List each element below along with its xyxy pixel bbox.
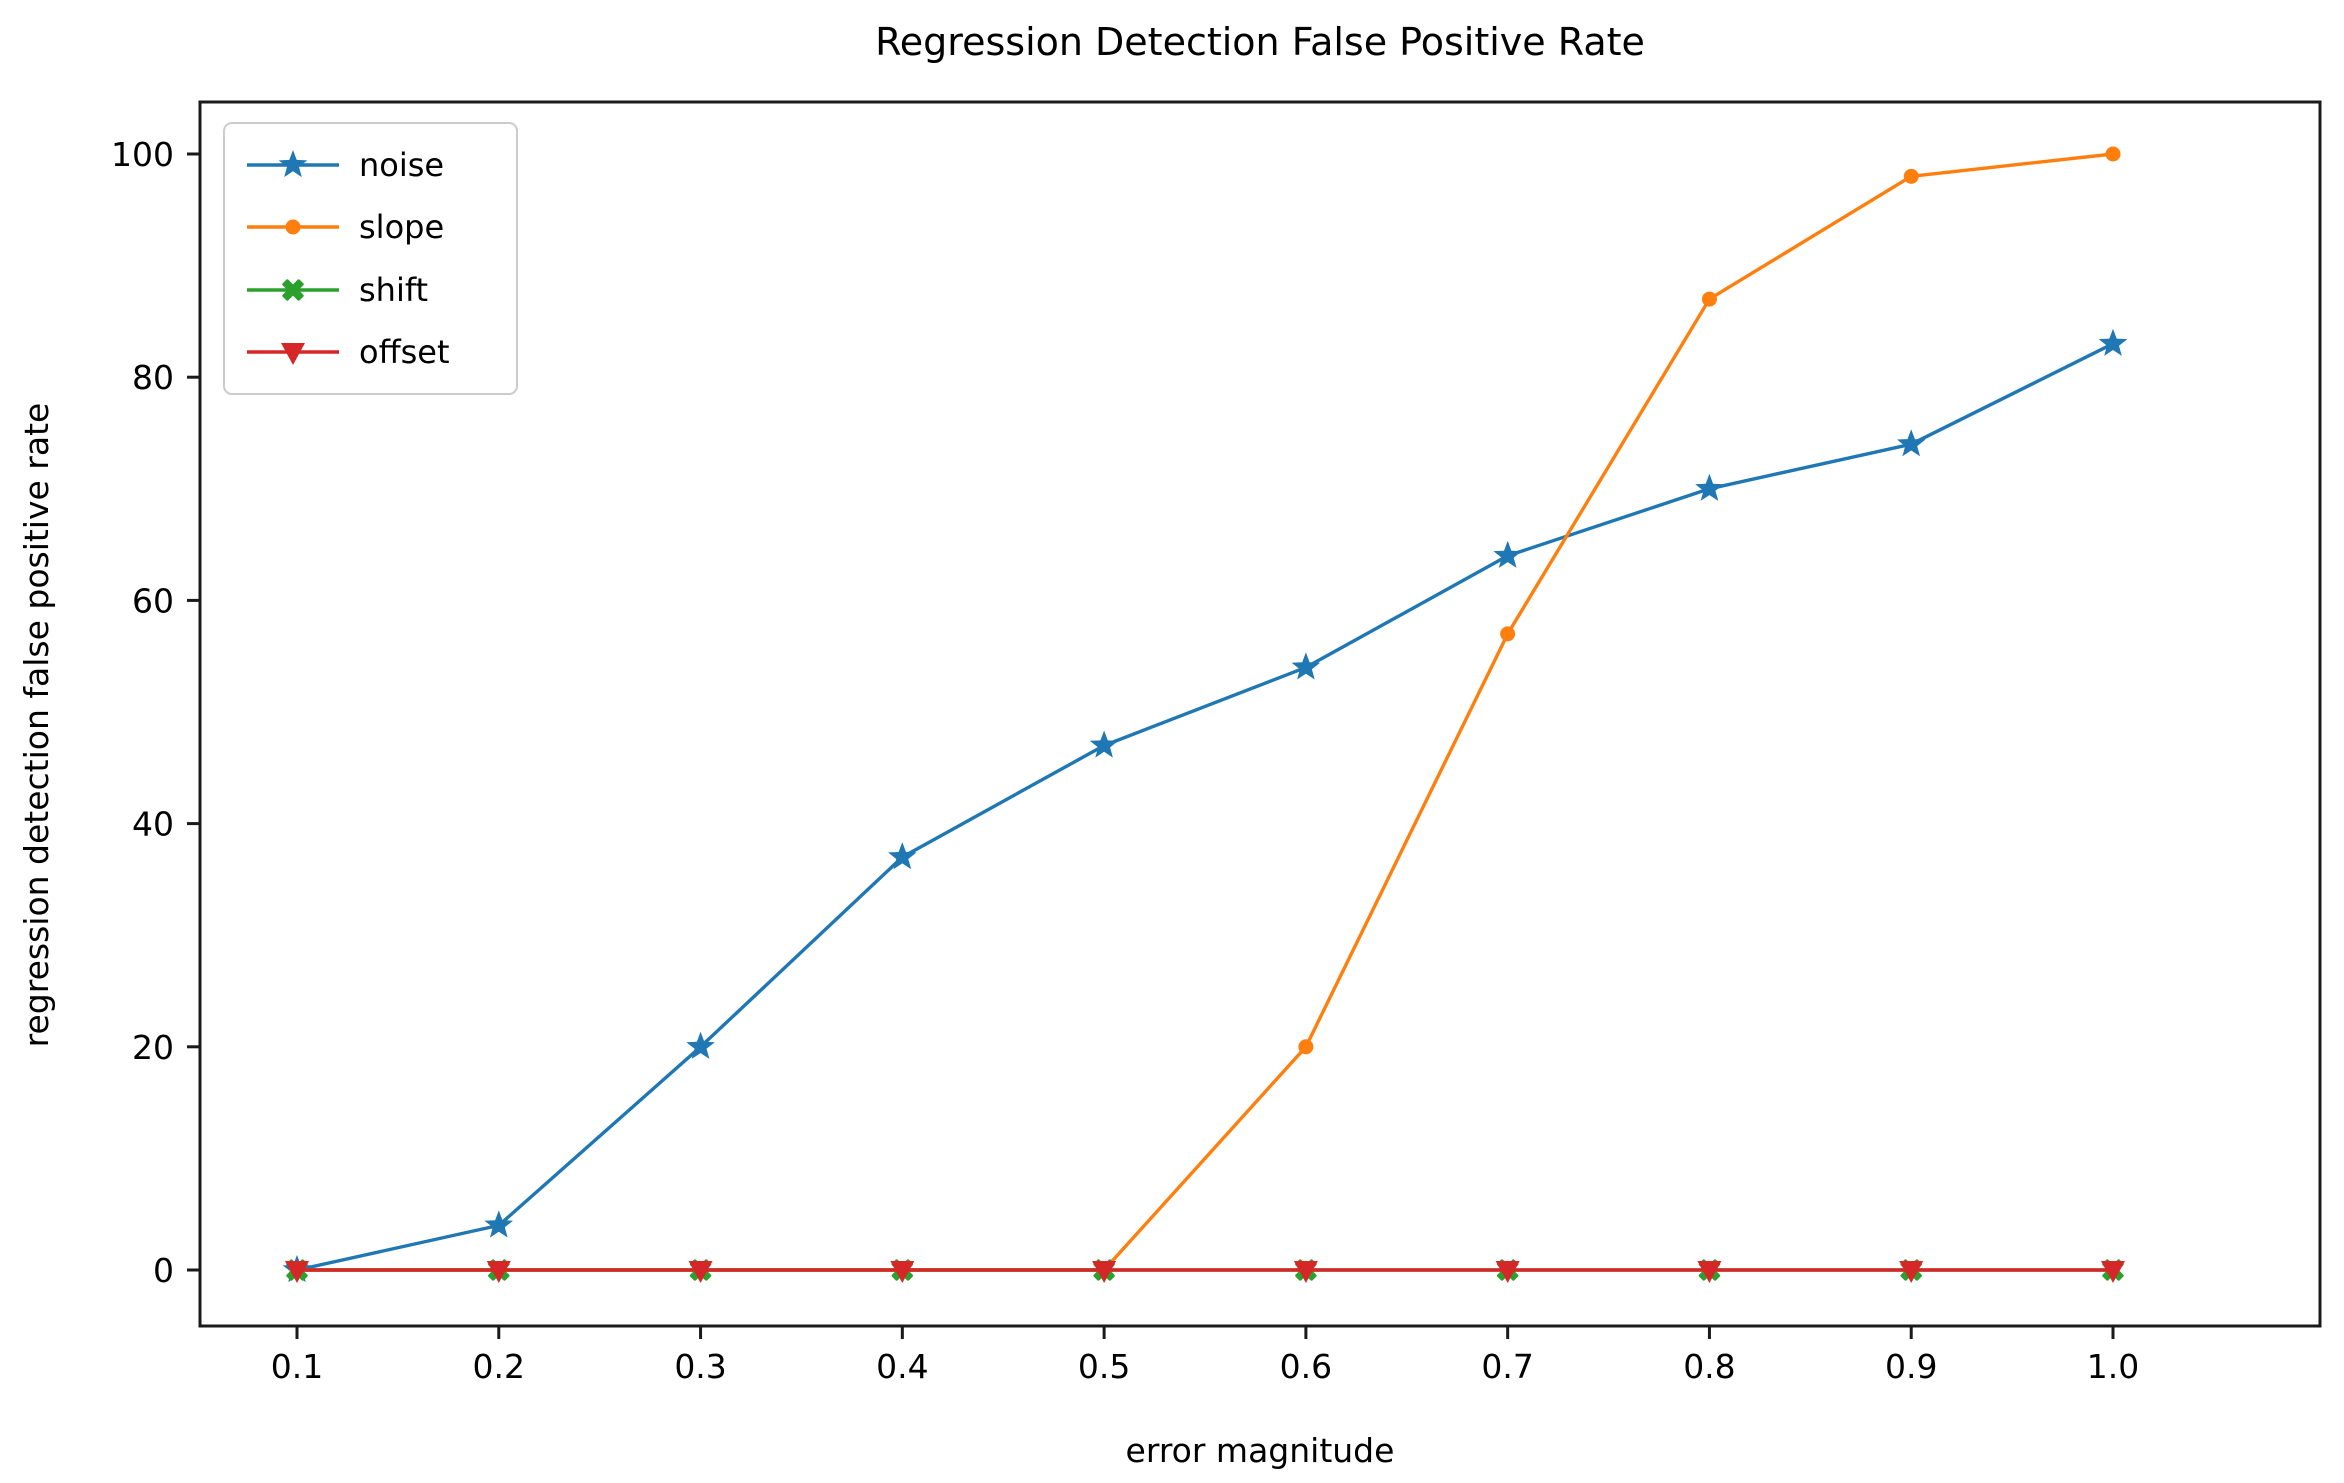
star-marker xyxy=(1291,652,1321,680)
y-tick-label: 80 xyxy=(132,358,174,397)
triangle-down-marker xyxy=(1697,1261,1722,1283)
series-offset xyxy=(285,1261,2125,1283)
y-tick-label: 0 xyxy=(153,1251,174,1290)
legend-item-offset: offset xyxy=(243,330,510,374)
legend-label-shift: shift xyxy=(359,270,429,309)
circle-marker xyxy=(1903,168,1919,184)
triangle-down-marker xyxy=(688,1261,713,1283)
legend-label-offset: offset xyxy=(359,332,450,371)
noise-star-icon xyxy=(247,150,339,178)
offset-triangle-icon xyxy=(247,342,339,365)
x-tick-label: 0.7 xyxy=(1481,1347,1533,1386)
triangle-down-marker xyxy=(486,1261,511,1283)
star-marker xyxy=(686,1031,715,1059)
y-axis-label: regression detection false positive rate xyxy=(17,403,56,1048)
x-tick-label: 1.0 xyxy=(2087,1347,2139,1386)
triangle-down-marker xyxy=(1899,1261,1924,1283)
axes-layer: 0.1 0.2 0.3 0.4 0.5 0.6 0.7 0.8 0.9 1.0 0 20 40 60 80 1… xyxy=(111,100,2322,1386)
x-tick-label: 0.6 xyxy=(1280,1347,1332,1386)
triangle-down-marker xyxy=(1293,1261,1318,1283)
series-slope xyxy=(289,146,2121,1278)
circle-marker xyxy=(1701,291,1717,307)
chart-title: Regression Detection False Positive Rate xyxy=(875,20,1645,64)
star-marker xyxy=(2098,328,2128,356)
x-tick-label: 0.5 xyxy=(1078,1347,1130,1386)
legend-item-shift: shift xyxy=(243,268,510,312)
legend: noise slope shift offset xyxy=(223,122,518,395)
triangle-down-marker xyxy=(2101,1261,2125,1283)
y-tick-label: 100 xyxy=(111,135,174,174)
star-marker xyxy=(278,150,308,178)
circle-marker xyxy=(1298,1039,1314,1055)
series-noise xyxy=(282,328,2128,1283)
legend-label-noise: noise xyxy=(359,146,445,185)
triangle-down-marker xyxy=(1092,1261,1117,1283)
triangle-down-marker xyxy=(281,342,305,365)
x-tick-label: 0.2 xyxy=(473,1347,525,1386)
series-layer xyxy=(282,146,2128,1283)
circle-marker xyxy=(2105,146,2121,162)
shift-x-icon xyxy=(247,278,339,301)
circle-marker xyxy=(285,219,301,235)
x-tick-label: 0.3 xyxy=(674,1347,726,1386)
x-marker xyxy=(282,278,304,301)
y-tick-label: 40 xyxy=(132,805,174,844)
star-marker xyxy=(888,842,917,870)
triangle-down-marker xyxy=(1495,1261,1520,1283)
x-tick-label: 0.1 xyxy=(271,1347,323,1386)
y-tick-label: 20 xyxy=(132,1028,174,1067)
star-marker xyxy=(1897,429,1926,457)
series-noise-line xyxy=(296,342,2114,1272)
y-tick-label: 60 xyxy=(132,581,174,620)
plot-border xyxy=(198,100,2322,1328)
legend-item-slope: slope xyxy=(243,205,510,249)
legend-label-slope: slope xyxy=(359,208,445,247)
legend-item-noise: noise xyxy=(243,143,510,187)
star-marker xyxy=(1089,730,1119,758)
star-marker xyxy=(484,1210,513,1238)
x-tick-label: 0.9 xyxy=(1885,1347,1937,1386)
x-axis-label: error magnitude xyxy=(1126,1431,1395,1470)
triangle-down-marker xyxy=(890,1261,915,1283)
triangle-down-marker xyxy=(285,1261,309,1283)
x-tick-label: 0.4 xyxy=(876,1347,928,1386)
series-slope-line xyxy=(297,152,2114,1272)
x-tick-label: 0.8 xyxy=(1683,1347,1735,1386)
star-marker xyxy=(1695,473,1724,501)
star-marker xyxy=(1493,540,1522,568)
slope-circle-icon xyxy=(247,219,339,235)
circle-marker xyxy=(1500,626,1516,642)
